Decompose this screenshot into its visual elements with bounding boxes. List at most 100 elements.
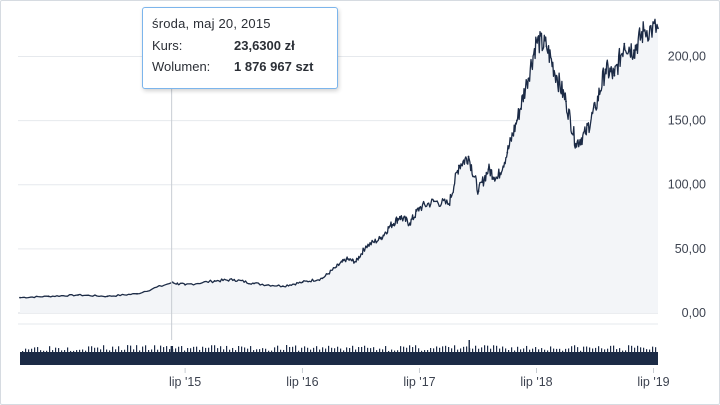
volume-bar [136,345,138,352]
y-tick-label: 0,00 [682,306,706,320]
x-tick-label: lip '17 [403,375,435,389]
data-point [657,27,659,30]
data-point [233,278,236,281]
volume-bar [352,345,354,352]
volume-bar [286,345,288,352]
volume-bar [454,345,456,352]
data-point [506,151,509,154]
volume-bar [622,350,624,352]
volume-bar [100,349,102,352]
volume-bar [361,346,363,352]
volume-bar [646,349,648,352]
volume-bar [391,349,393,352]
volume-bar [247,348,249,352]
volume-bar [205,347,207,352]
volume-bar [85,350,87,352]
data-point [399,215,401,218]
volume-bar [424,350,426,352]
tooltip-volume-value: 1 876 967 szt [234,59,314,74]
volume-bar [70,350,72,352]
data-point [379,237,382,240]
volume-bar [34,347,36,352]
data-point [106,295,109,298]
volume-bar [166,346,168,352]
volume-bar [28,349,30,352]
data-point [487,168,490,171]
data-point [535,40,538,42]
volume-bar [382,349,384,352]
volume-bar [397,350,399,352]
volume-bar [217,348,219,352]
data-point [282,285,284,287]
tooltip-price-value: 23,6300 zł [234,38,295,53]
volume-bar [130,345,132,352]
volume-bar [280,349,282,352]
volume-bar [184,350,186,352]
volume-bar [535,347,537,352]
volume-bar [499,348,501,352]
volume-bar [244,347,246,352]
volume-bar [109,350,111,352]
volume-bar [154,345,156,352]
tooltip-date: środa, maj 20, 2015 [152,16,271,31]
volume-bar [343,350,345,352]
volume-bar [565,348,567,352]
volume-bar [67,347,69,352]
volume-bar [196,346,198,352]
volume-bar [376,350,378,352]
volume-bar [547,350,549,352]
volume-bar [553,348,555,352]
data-point [604,68,607,71]
volume-bar [115,349,117,352]
data-point [365,245,367,248]
x-tick-label: lip '18 [520,375,552,389]
volume-bar [121,350,123,352]
volume-bar [142,346,144,352]
data-point [389,224,392,227]
data-point [184,283,187,286]
volume-bar [616,349,618,352]
volume-bar [478,348,480,352]
volume-bar [403,346,405,352]
data-point [575,142,577,145]
data-point [345,258,348,260]
volume-bar [649,349,651,352]
volume-bar [112,346,114,352]
volume-bar [58,348,60,352]
volume-bar [652,346,654,352]
volume-bar [106,349,108,352]
volume-bar [64,350,66,352]
volume-bar [82,349,84,352]
volume-bar [523,348,525,352]
volume-bar [550,346,552,352]
volume-bar [229,349,231,352]
volume-bar [271,350,273,352]
volume-bar [481,347,483,352]
volume-bar [37,347,39,352]
volume-bar [379,348,381,352]
volume-bar [40,350,42,352]
volume-bar [637,345,639,352]
price-area [19,18,659,314]
volume-bar [193,346,195,352]
volume-bar [79,349,81,352]
data-point [555,74,558,77]
volume-bar [604,349,606,352]
volume-bar [556,348,558,352]
volume-bar [133,349,135,352]
volume-bar [103,345,105,352]
x-tick-label: lip '15 [169,375,201,389]
data-point [355,260,357,263]
volume-bar [43,350,45,352]
volume-bar [337,346,339,352]
volume-bar [238,346,240,352]
data-point [19,296,21,299]
volume-bar [256,349,258,352]
volume-bar [601,348,603,352]
volume-bar [292,346,294,352]
volume-bar [52,350,54,352]
data-point [77,294,79,296]
data-point [335,265,338,268]
volume-bar [170,346,174,352]
